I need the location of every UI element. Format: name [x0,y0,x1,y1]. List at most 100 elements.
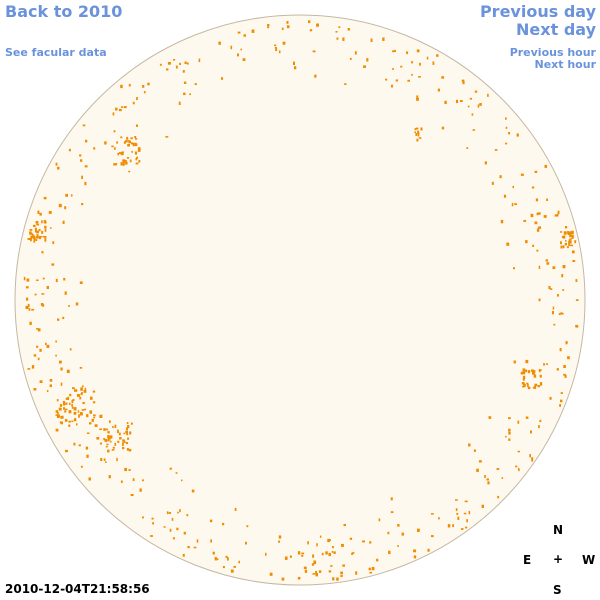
facula-speck [479,103,482,106]
facula-speck [99,428,102,431]
facula-speck [122,159,126,163]
facula-speck [513,267,515,270]
facula-speck [473,449,476,452]
facula-speck [281,577,285,581]
facula-speck [179,62,181,65]
facula-speck [312,50,316,53]
facula-speck [124,160,127,162]
facula-speck [45,342,47,346]
facula-speck [141,479,144,482]
facula-speck [527,384,529,387]
back-to-year-link[interactable]: Back to 2010 [5,2,123,21]
compass-west-label: W [582,553,596,567]
facula-speck [80,465,83,468]
facula-speck [574,240,577,242]
facula-speck [184,81,187,84]
facula-speck [46,344,50,348]
facula-speck [175,472,178,474]
facula-speck [130,137,133,140]
facula-speck [186,62,189,65]
facula-speck [109,435,113,439]
facula-speck [330,565,333,567]
facula-speck [33,388,37,391]
facula-speck [73,419,77,422]
facula-speck [59,404,63,407]
facula-speck [567,232,571,235]
next-day-link[interactable]: Next day [516,20,596,39]
facula-speck [68,410,72,414]
facula-speck [129,159,132,163]
facula-speck [83,390,87,393]
facula-speck [105,461,107,463]
facula-speck [65,449,68,453]
facula-speck [31,308,35,311]
facula-speck [44,238,47,242]
facula-speck [392,68,394,70]
facula-speck [42,277,45,280]
facula-speck [265,552,267,556]
facula-speck [103,458,106,461]
facula-speck [487,481,490,485]
facula-speck [105,428,108,431]
facula-speck [531,369,534,372]
facula-speck [94,424,98,427]
facula-speck [576,325,579,328]
previous-hour-link[interactable]: Previous hour [509,46,596,59]
facula-speck [39,212,42,216]
facula-speck [44,228,47,232]
facula-speck [525,369,528,373]
facula-speck [81,392,83,394]
facula-speck [90,396,93,400]
facula-speck [538,369,541,373]
facula-speck [159,63,162,66]
facula-speck [312,573,316,575]
next-hour-link[interactable]: Next hour [534,58,597,71]
facula-speck [501,477,504,479]
facula-speck [561,312,564,315]
previous-day-link[interactable]: Previous day [479,2,596,21]
facula-speck [72,387,75,390]
facula-speck [91,418,94,422]
facula-speck [34,227,37,231]
facula-speck [539,369,542,372]
facula-speck [104,438,108,442]
facula-speck [560,241,562,245]
facula-speck [118,432,121,436]
facula-speck [128,83,131,87]
facula-speck [318,570,322,573]
facula-speck [251,29,255,33]
facula-speck [476,468,479,472]
facula-speck [370,38,373,42]
facula-speck [363,65,366,68]
facula-speck [48,211,52,214]
facula-speck [569,234,572,238]
facula-speck [122,442,124,446]
facula-speck [80,159,83,162]
facula-speck [534,383,538,387]
facula-speck [461,79,465,82]
facula-speck [32,235,36,239]
facula-speck [523,375,526,379]
facula-speck [471,113,474,116]
facula-speck [63,407,65,410]
facula-speck [193,546,197,549]
see-facular-data-link[interactable]: See facular data [5,46,107,59]
facula-speck [327,538,330,543]
facula-speck [198,58,201,63]
facula-speck [62,220,65,224]
facula-speck [71,404,73,407]
facula-speck [494,149,498,151]
facula-speck [438,517,440,520]
facula-speck [560,312,563,315]
facula-speck [551,311,554,315]
facula-speck [66,369,70,373]
facula-speck [114,147,116,150]
facula-speck [456,512,459,515]
facula-speck [29,231,32,235]
facula-speck [38,228,41,232]
facula-speck [117,440,120,443]
facula-speck [64,419,68,422]
facula-speck [25,305,29,309]
facula-speck [191,489,195,493]
facula-speck [520,371,524,375]
